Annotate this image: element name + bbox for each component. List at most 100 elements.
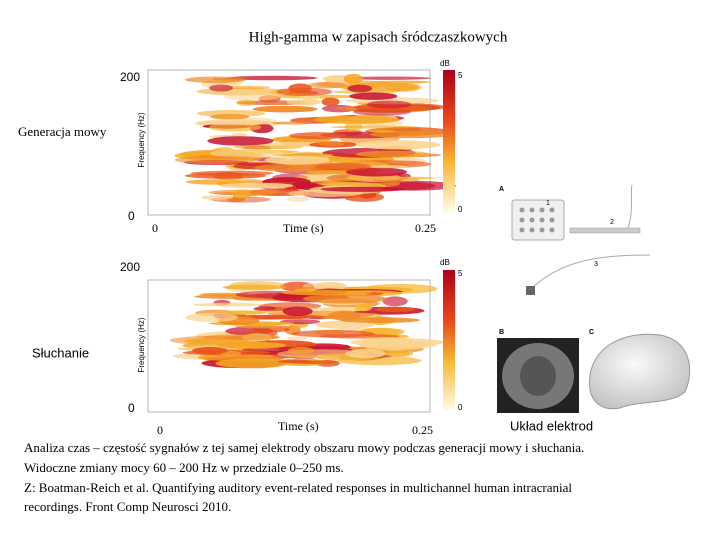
heat-blob [330, 125, 419, 129]
title: High-gamma w zapisach śródczaszkowych [249, 29, 508, 45]
heat-blob [280, 290, 372, 296]
heat-blob [184, 172, 267, 179]
grid-contacts [519, 207, 555, 233]
inner-axis-label: Frequency (Hz) [137, 317, 146, 372]
heat-blob [288, 83, 313, 94]
heat-blob [347, 84, 373, 93]
heat-blob [229, 281, 285, 290]
heat-blob [264, 155, 330, 165]
y-bottom: 0 [128, 209, 135, 223]
x-left: 0 [152, 221, 158, 235]
heat-blob [385, 349, 414, 358]
heat-blob [242, 145, 272, 150]
heat-blob [202, 334, 280, 341]
electrode-strip [569, 227, 641, 234]
colorbar-unit: dB [440, 59, 450, 68]
heat-blob [215, 358, 289, 369]
depth-electrode [529, 254, 651, 291]
x-label: Time (s) [278, 419, 319, 433]
mri-inner [520, 356, 556, 396]
heat-blob [196, 119, 269, 126]
x-left: 0 [157, 423, 163, 437]
x-right: 0.25 [415, 221, 436, 235]
heat-blob [174, 155, 256, 164]
heat-blob [215, 178, 260, 183]
heat-blob [288, 132, 347, 140]
heat-blob [295, 172, 367, 182]
wire [627, 184, 633, 229]
caption-line: Z: Boatman-Reich et al. Quantifying audi… [24, 480, 572, 495]
heat-blob [209, 84, 234, 92]
heat-blob [193, 302, 262, 307]
heat-blob [364, 165, 408, 169]
heat-blob [345, 348, 386, 359]
colorbar-unit: dB [440, 258, 450, 267]
heat-blob [355, 150, 431, 158]
heat-blob [366, 100, 412, 109]
x-label: Time (s) [283, 221, 324, 235]
heat-blob [185, 76, 246, 84]
colorbar-min: 0 [458, 403, 463, 412]
heat-blob [368, 129, 395, 133]
heat-blob [282, 306, 313, 316]
brain-render [589, 333, 691, 410]
heat-blob [374, 306, 416, 312]
colorbar-max: 5 [458, 71, 463, 80]
heat-blob [272, 121, 314, 125]
figure-panel-label: B [499, 329, 504, 336]
heat-blob [370, 80, 431, 84]
y-top: 200 [120, 70, 140, 84]
colorbar [443, 270, 455, 410]
heat-blob [355, 140, 441, 150]
heat-blob [231, 133, 248, 137]
heat-blob [363, 342, 416, 351]
y-top: 200 [120, 260, 140, 274]
panel-label: Generacja mowy [18, 124, 107, 139]
heat-blob [302, 294, 387, 304]
heat-blob [291, 360, 339, 365]
heat-blob [339, 317, 420, 324]
heat-blob [347, 76, 431, 80]
heat-blob [314, 162, 372, 171]
heat-blob [228, 75, 318, 81]
electrode-label: 3 [594, 261, 598, 268]
heat-blob [313, 115, 400, 124]
heat-blob [286, 336, 308, 341]
heat-blob [217, 310, 267, 315]
spectrogram-top: Frequency (Hz) dB 5 0 [137, 59, 463, 216]
heat-blob [344, 176, 437, 180]
heat-blob [313, 282, 347, 291]
figure-panel-label: A [499, 186, 504, 193]
heat-blob [219, 182, 294, 189]
inner-axis-label: Frequency (Hz) [137, 112, 146, 167]
heat-blob [207, 136, 274, 146]
heat-blob [236, 99, 256, 106]
caption-line: Widoczne zmiany mocy 60 – 200 Hz w przed… [24, 460, 344, 475]
caption-line: Analiza czas – częstość sygnałów z tej s… [24, 440, 584, 455]
heat-blob [200, 195, 233, 200]
heat-blob [382, 296, 408, 307]
heat-blob [321, 97, 340, 107]
heat-blob [343, 73, 363, 84]
heat-blob [210, 148, 284, 159]
caption: Analiza czas – częstość sygnałów z tej s… [24, 440, 584, 514]
heat-blob [286, 196, 309, 202]
heat-blob [355, 303, 373, 312]
spectrogram-bottom: Frequency (Hz) dB 5 0 [137, 258, 463, 413]
heat-blob [254, 306, 277, 311]
y-bottom: 0 [128, 401, 135, 415]
heat-blob [185, 312, 239, 323]
electrode-label: 2 [610, 219, 614, 226]
heat-blob [291, 181, 319, 188]
heat-blob [235, 325, 294, 329]
heat-blob [286, 99, 323, 106]
spectrogram-heat [174, 73, 457, 203]
heat-blob [232, 189, 252, 199]
electrode-label: 1 [546, 200, 550, 207]
heat-blob [384, 82, 422, 92]
heat-blob [216, 341, 287, 349]
heat-blob [287, 346, 315, 355]
heat-blob [320, 186, 405, 192]
spectrogram-heat [169, 281, 445, 369]
